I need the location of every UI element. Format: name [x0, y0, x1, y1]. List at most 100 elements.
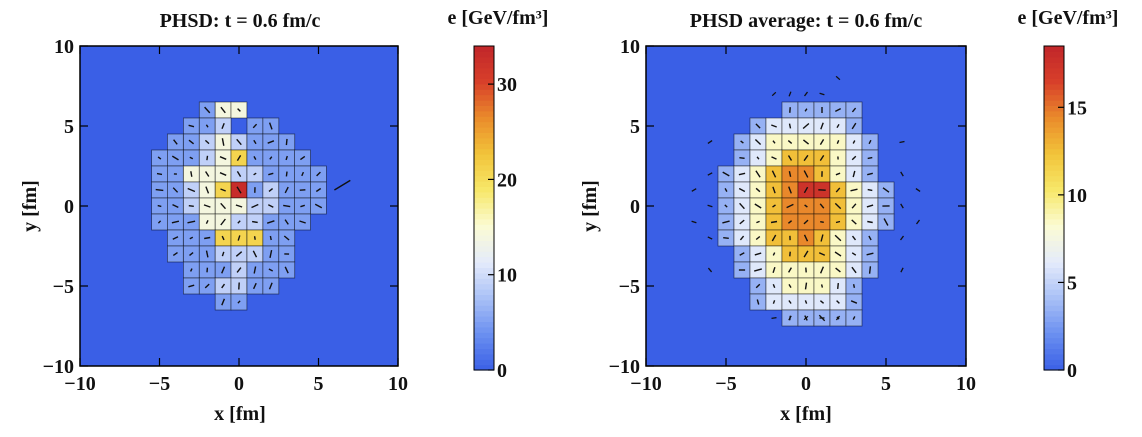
colorbar-segment	[1044, 89, 1064, 95]
x-tick-label: 5	[314, 373, 324, 395]
colorbar-segment	[1044, 186, 1064, 192]
colorbar-segment	[474, 154, 494, 160]
colorbar-segment	[1044, 359, 1064, 365]
colorbar-segment	[1044, 273, 1064, 279]
flow-arrow	[771, 222, 777, 223]
colorbar-tick-label: 10	[1067, 185, 1087, 207]
colorbar-segment	[1044, 68, 1064, 74]
colorbar-segment	[474, 230, 494, 236]
flow-arrow	[868, 158, 873, 159]
colorbar-segment	[1044, 176, 1064, 182]
colorbar-segment	[474, 89, 494, 95]
flow-arrow	[868, 190, 873, 191]
colorbar-segment	[474, 257, 494, 263]
colorbar-segment	[474, 192, 494, 198]
colorbar-segment	[1044, 203, 1064, 209]
colorbar-segment	[1044, 181, 1064, 187]
colorbar-segment	[474, 78, 494, 84]
colorbar-label: e [GeV/fm³]	[1018, 7, 1119, 29]
colorbar-segment	[474, 332, 494, 338]
colorbar-segment	[1044, 95, 1064, 101]
colorbar-segment	[1044, 311, 1064, 317]
y-tick-label: −5	[619, 276, 640, 298]
y-tick-label: 5	[64, 116, 74, 138]
colorbar-segment	[474, 246, 494, 252]
flow-arrow	[158, 206, 162, 207]
x-tick-label: −5	[715, 373, 736, 395]
colorbar-segment	[1044, 343, 1064, 349]
colorbar-segment	[1044, 348, 1064, 354]
colorbar-segment	[474, 143, 494, 149]
colorbar-segment	[474, 327, 494, 333]
colorbar-segment	[474, 149, 494, 155]
flow-arrow	[822, 284, 823, 287]
colorbar-segment	[474, 267, 494, 273]
colorbar-segment	[1044, 154, 1064, 160]
colorbar-segment	[474, 262, 494, 268]
colorbar-segment	[1044, 143, 1064, 149]
colorbar-segment	[474, 62, 494, 68]
colorbar-segment	[474, 343, 494, 349]
flow-arrow	[286, 172, 287, 177]
colorbar-segment	[474, 294, 494, 300]
flow-arrow	[286, 139, 287, 145]
colorbar-segment	[474, 251, 494, 257]
flow-arrow	[157, 174, 162, 175]
flow-arrow	[772, 318, 777, 319]
colorbar-segment	[1044, 230, 1064, 236]
colorbar-segment	[1044, 132, 1064, 138]
colorbar-segment	[1044, 208, 1064, 214]
colorbar-segment	[1044, 100, 1064, 106]
colorbar-segment	[474, 186, 494, 192]
colorbar-segment	[474, 348, 494, 354]
x-tick-label: 10	[388, 373, 408, 395]
colorbar-tick-label: 30	[497, 74, 517, 96]
colorbar-segment	[474, 289, 494, 295]
colorbar-segment	[474, 68, 494, 74]
colorbar-segment	[474, 316, 494, 322]
colorbar-segment	[474, 278, 494, 284]
colorbar-segment	[1044, 84, 1064, 90]
colorbar-segment	[1044, 294, 1064, 300]
colorbar-tick-label: 15	[1067, 97, 1087, 119]
colorbar-segment	[1044, 278, 1064, 284]
colorbar-segment	[1044, 224, 1064, 230]
colorbar-segment	[474, 208, 494, 214]
y-tick-label: 0	[64, 196, 74, 218]
x-tick-label: −5	[149, 373, 170, 395]
flow-arrow	[723, 238, 729, 239]
y-tick-label: −10	[609, 356, 640, 378]
colorbar-segment	[1044, 213, 1064, 219]
colorbar-segment	[1044, 284, 1064, 290]
flow-arrow	[820, 222, 824, 223]
flow-arrow	[867, 222, 872, 223]
panel-title: PHSD average: t = 0.6 fm/c	[690, 10, 923, 32]
colorbar-tick-label: 5	[1067, 272, 1077, 294]
colorbar-segment	[474, 95, 494, 101]
colorbar-segment	[1044, 170, 1064, 176]
flow-arrow	[806, 283, 807, 290]
colorbar-segment	[1044, 321, 1064, 327]
flow-arrow	[207, 156, 208, 160]
colorbar-segment	[474, 311, 494, 317]
colorbar-segment	[474, 359, 494, 365]
flow-arrow	[191, 171, 192, 176]
flow-arrow	[204, 238, 210, 239]
colorbar-segment	[474, 338, 494, 344]
flow-arrow	[156, 190, 164, 191]
colorbar-segment	[474, 181, 494, 187]
colorbar-segment	[1044, 300, 1064, 306]
colorbar-segment	[1044, 235, 1064, 241]
colorbar-segment	[1044, 262, 1064, 268]
colorbar-segment	[1044, 62, 1064, 68]
colorbar-segment	[474, 132, 494, 138]
flow-arrow	[836, 222, 840, 223]
colorbar-segment	[1044, 116, 1064, 122]
colorbar-segment	[474, 111, 494, 117]
colorbar-segment	[474, 165, 494, 171]
colorbar-segment	[474, 203, 494, 209]
colorbar-segment	[1044, 149, 1064, 155]
colorbar-segment	[1044, 289, 1064, 295]
